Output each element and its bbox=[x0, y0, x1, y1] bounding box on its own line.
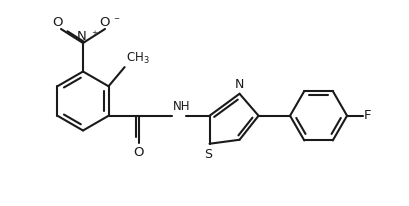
Text: $^+$: $^+$ bbox=[90, 30, 98, 41]
Text: O: O bbox=[53, 15, 63, 28]
Text: F: F bbox=[364, 109, 371, 122]
Text: $^-$: $^-$ bbox=[112, 16, 120, 27]
Text: S: S bbox=[204, 148, 213, 161]
Text: O: O bbox=[133, 146, 144, 159]
Text: O: O bbox=[99, 15, 109, 28]
Text: N: N bbox=[235, 78, 244, 91]
Text: CH$_3$: CH$_3$ bbox=[126, 51, 149, 66]
Text: NH: NH bbox=[173, 100, 190, 113]
Text: N: N bbox=[77, 29, 87, 42]
